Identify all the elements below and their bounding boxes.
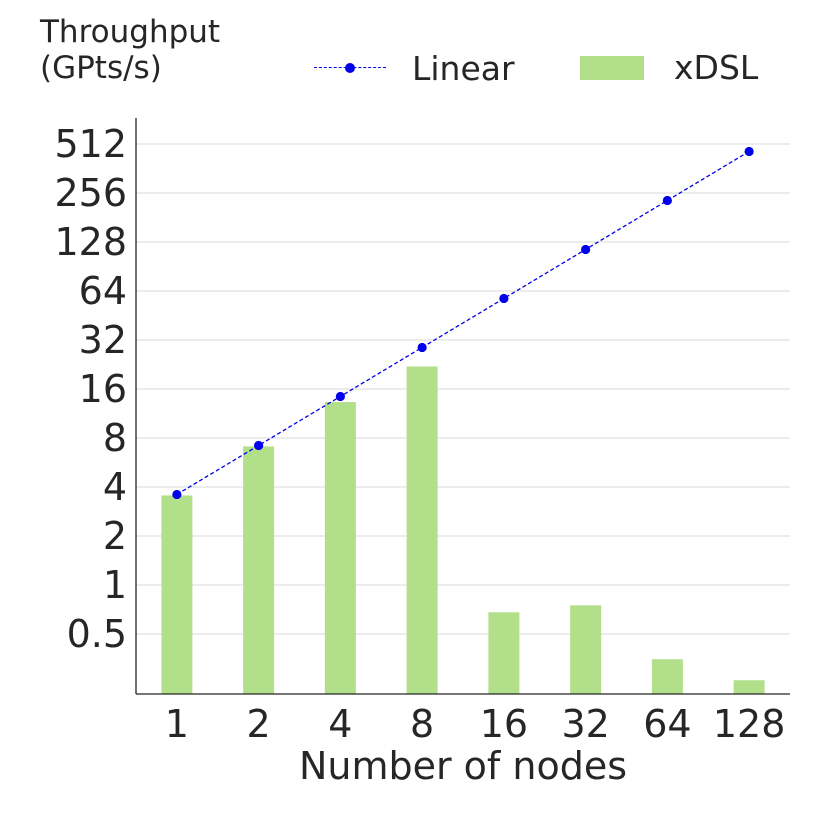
legend-item-xdsl: xDSL	[580, 48, 758, 87]
y-tick-label: 128	[54, 220, 127, 264]
legend-item-linear: Linear	[314, 48, 515, 88]
point-linear-32	[581, 244, 591, 255]
y-tick-label: 8	[103, 416, 127, 460]
point-linear-128	[744, 146, 754, 157]
bar-xdsl-1	[161, 495, 193, 694]
bar-xdsl-16	[488, 612, 520, 694]
y-tick-label: 2	[103, 514, 127, 558]
x-axis-label: Number of nodes	[298, 744, 628, 788]
point-linear-2	[254, 440, 264, 451]
x-tick-label: 16	[480, 702, 528, 746]
point-linear-8	[417, 342, 427, 353]
x-tick-label: 1	[165, 702, 189, 746]
point-linear-1	[172, 489, 182, 500]
legend-linear-swatch	[314, 48, 386, 88]
x-tick-label: 128	[713, 702, 786, 746]
y-tick-label: 32	[79, 318, 127, 362]
y-tick-label: 1	[103, 563, 127, 607]
bar-xdsl-8	[406, 366, 438, 694]
x-tick-label: 4	[328, 702, 352, 746]
point-linear-64	[662, 195, 672, 206]
bar-xdsl-128	[733, 680, 765, 694]
y-tick-label: 16	[79, 367, 127, 411]
bar-xdsl-32	[570, 605, 602, 694]
y-axis-label: Throughput (GPts/s)	[40, 14, 220, 86]
x-tick-label: 2	[247, 702, 271, 746]
bar-xdsl-2	[243, 446, 275, 694]
x-tick-label: 8	[410, 702, 434, 746]
x-tick-label: 64	[643, 702, 691, 746]
line-linear	[176, 150, 750, 496]
y-tick-label: 4	[103, 465, 127, 509]
point-linear-4	[335, 391, 345, 402]
y-tick-label: 256	[54, 171, 127, 215]
y-axis-label-line-2: (GPts/s)	[40, 50, 162, 86]
legend-linear-label: Linear	[412, 48, 515, 88]
y-tick-label: 512	[54, 122, 127, 166]
bar-xdsl-64	[651, 659, 683, 694]
legend-xdsl-swatch	[580, 55, 644, 80]
point-linear-16	[499, 293, 509, 304]
y-tick-label: 64	[79, 269, 127, 313]
y-tick-label: 0.5	[67, 612, 127, 656]
y-axis-label-line-1: Throughput	[40, 14, 221, 50]
x-tick-label: 32	[561, 702, 609, 746]
bar-xdsl-4	[324, 402, 356, 694]
legend-xdsl-label: xDSL	[674, 48, 759, 87]
